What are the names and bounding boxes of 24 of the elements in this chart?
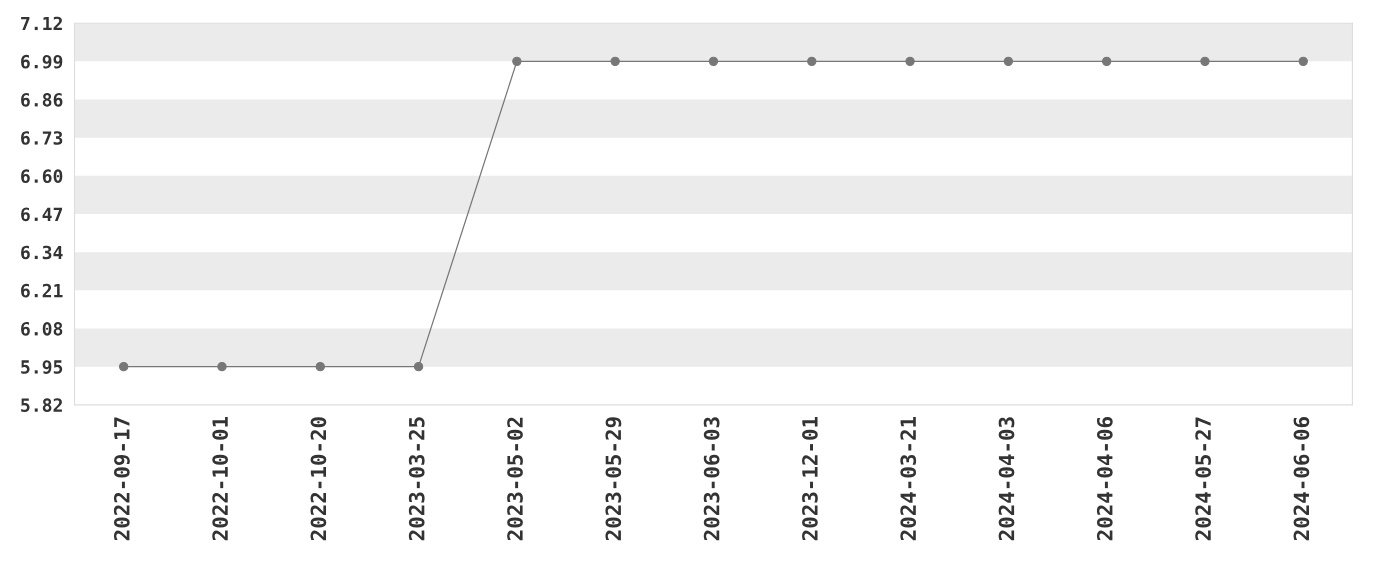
x-tick-label: 2023-06-03 <box>703 417 720 541</box>
x-tick-label: 2022-10-01 <box>212 416 229 541</box>
y-tick-label: 6.86 <box>21 92 63 107</box>
y-tick-label: 6.47 <box>21 207 63 222</box>
y-tick-label: 6.21 <box>21 283 63 298</box>
x-tick-label: 2023-12-01 <box>802 416 818 541</box>
x-tick-label: 2024-04-06 <box>1096 417 1113 541</box>
y-tick-label: 5.82 <box>21 398 62 412</box>
x-tick-label: 2023-03-25 <box>408 417 425 541</box>
y-tick-label: 6.73 <box>21 131 63 145</box>
x-tick-label: 2024-06-06 <box>1293 417 1310 541</box>
x-tick-label: 2024-04-03 <box>998 417 1015 541</box>
y-tick-label: 5.95 <box>21 360 63 374</box>
y-tick-label: 7.12 <box>21 16 62 31</box>
x-tick-label: 2024-05-27 <box>1195 417 1211 541</box>
y-tick-label: 6.99 <box>21 54 63 69</box>
x-tick-label: 2022-09-17 <box>113 417 130 541</box>
x-tick-label: 2024-03-21 <box>900 416 917 541</box>
y-tick-label: 6.34 <box>21 245 63 260</box>
x-tick-label: 2023-05-02 <box>507 417 523 541</box>
x-tick-label: 2023-05-29 <box>605 417 622 541</box>
y-tick-label: 6.08 <box>21 321 63 336</box>
x-tick-label: 2022-10-20 <box>310 417 327 541</box>
y-tick-label: 6.60 <box>21 169 63 183</box>
